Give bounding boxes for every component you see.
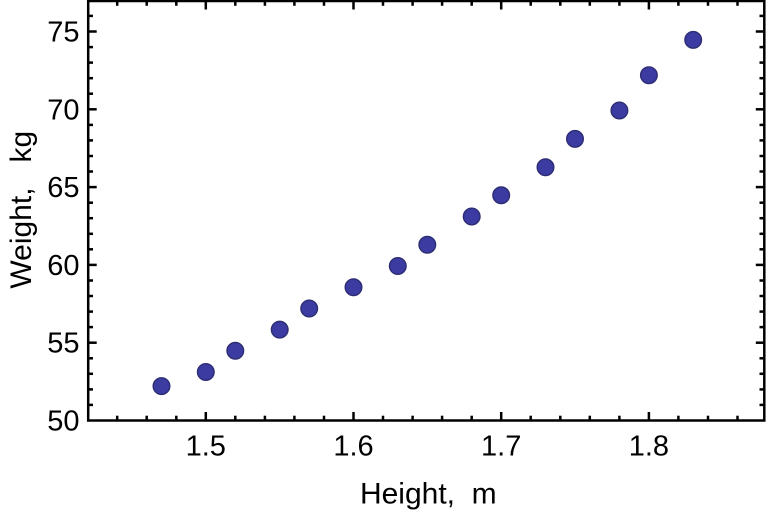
svg-text:75: 75 — [47, 17, 79, 49]
svg-text:1.5: 1.5 — [186, 431, 226, 463]
svg-text:70: 70 — [47, 94, 79, 126]
svg-text:1.8: 1.8 — [629, 431, 669, 463]
svg-text:Height, m: Height, m — [360, 478, 497, 511]
svg-text:55: 55 — [47, 328, 79, 360]
svg-text:60: 60 — [47, 250, 79, 282]
svg-text:Weight, kg: Weight, kg — [5, 131, 38, 289]
svg-text:1.7: 1.7 — [481, 431, 521, 463]
svg-text:1.6: 1.6 — [333, 431, 373, 463]
svg-text:65: 65 — [47, 172, 79, 204]
svg-text:50: 50 — [47, 406, 79, 438]
